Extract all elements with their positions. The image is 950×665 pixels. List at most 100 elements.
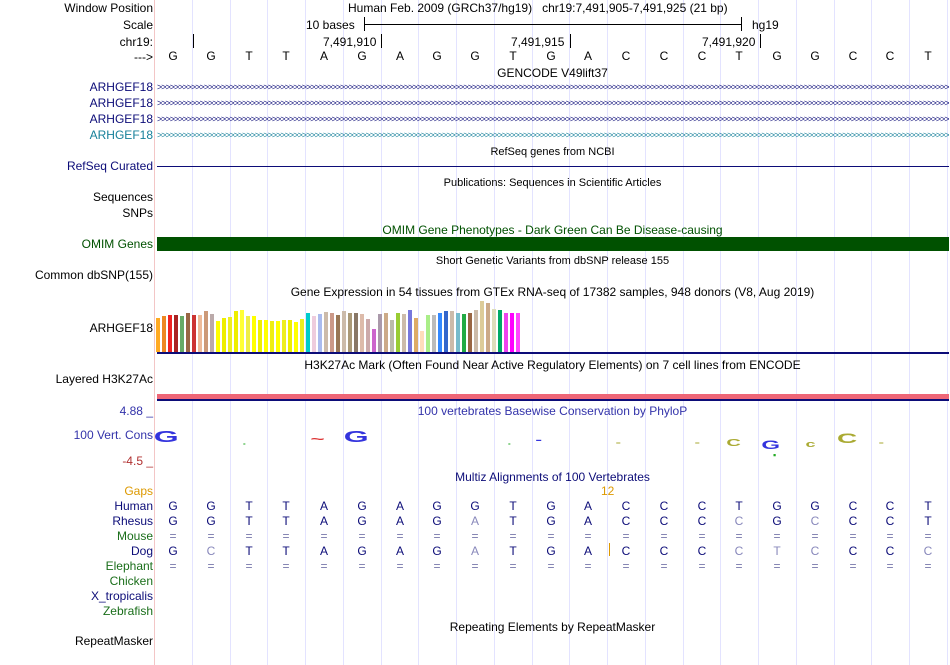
- gtex-tissue-bar[interactable]: [318, 314, 322, 352]
- rhesus-base: T: [245, 514, 253, 528]
- repeatmasker-label[interactable]: RepeatMasker: [74, 634, 153, 648]
- omim-phenotype-bar[interactable]: [157, 237, 949, 251]
- gtex-tissue-bar[interactable]: [402, 314, 406, 352]
- gtex-tissue-bar[interactable]: [228, 317, 232, 352]
- gtex-tissue-bar[interactable]: [420, 331, 424, 352]
- gtex-tissue-bar[interactable]: [510, 313, 514, 352]
- gtex-tissue-bar[interactable]: [390, 320, 394, 352]
- gtex-tissue-bar[interactable]: [372, 329, 376, 352]
- gtex-tissue-bar[interactable]: [504, 313, 508, 352]
- gtex-tissue-bar[interactable]: [276, 321, 280, 352]
- gtex-tissue-bar[interactable]: [498, 310, 502, 352]
- seq-base: A: [319, 49, 328, 63]
- gtex-tissue-bar[interactable]: [300, 319, 304, 352]
- publications-label-1[interactable]: Sequences: [92, 190, 153, 204]
- gencode-label-2[interactable]: ARHGEF18: [89, 96, 153, 110]
- gtex-tissue-bar[interactable]: [450, 311, 454, 352]
- phylop-label[interactable]: 100 Vert. Cons: [73, 428, 153, 442]
- gtex-tissue-bar[interactable]: [456, 313, 460, 352]
- gtex-tissue-bar[interactable]: [432, 315, 436, 352]
- gencode-label-4[interactable]: ARHGEF18: [89, 128, 153, 142]
- omim-label[interactable]: OMIM Genes: [81, 237, 153, 251]
- gencode-label-3[interactable]: ARHGEF18: [89, 112, 153, 126]
- gtex-tissue-bar[interactable]: [438, 313, 442, 352]
- gtex-tissue-bar[interactable]: [246, 316, 250, 352]
- gtex-tissue-bar[interactable]: [426, 315, 430, 352]
- gtex-tissue-bar[interactable]: [414, 318, 418, 352]
- gene-model-2[interactable]: >>>>>>>>>>>>>>>>>>>>>>>>>>>>>>>>>>>>>>>>…: [157, 99, 949, 108]
- gaps-label[interactable]: Gaps: [124, 484, 153, 498]
- gtex-tissue-bar[interactable]: [474, 310, 478, 352]
- gtex-tissue-bar[interactable]: [252, 316, 256, 352]
- gtex-tissue-bar[interactable]: [330, 313, 334, 352]
- gtex-tissue-bar[interactable]: [186, 313, 190, 352]
- gene-model-4[interactable]: >>>>>>>>>>>>>>>>>>>>>>>>>>>>>>>>>>>>>>>>…: [157, 131, 949, 140]
- gtex-tissue-bar[interactable]: [222, 318, 226, 352]
- h3k27ac-signal[interactable]: [157, 394, 949, 399]
- gtex-tissue-bar[interactable]: [258, 320, 262, 352]
- gtex-tissue-bar[interactable]: [174, 315, 178, 352]
- gtex-tissue-bar[interactable]: [336, 315, 340, 352]
- gtex-tissue-bar[interactable]: [408, 310, 412, 352]
- gtex-tissue-bar[interactable]: [264, 320, 268, 352]
- gtex-tissue-bar[interactable]: [306, 313, 310, 352]
- gene-model-1[interactable]: >>>>>>>>>>>>>>>>>>>>>>>>>>>>>>>>>>>>>>>>…: [157, 83, 949, 92]
- gtex-tissue-bar[interactable]: [192, 315, 196, 352]
- gtex-tissue-bar[interactable]: [444, 311, 448, 352]
- gtex-tissue-bar[interactable]: [180, 316, 184, 352]
- gtex-tissue-bar[interactable]: [492, 309, 496, 352]
- species-chicken[interactable]: Chicken: [109, 574, 153, 588]
- gtex-tissue-bar[interactable]: [288, 320, 292, 352]
- gtex-tissue-bar[interactable]: [270, 321, 274, 352]
- refseq-gene-line[interactable]: [157, 166, 949, 167]
- species-rhesus[interactable]: Rhesus: [112, 514, 153, 528]
- gtex-tissue-bar[interactable]: [360, 314, 364, 352]
- grid-line: [909, 0, 910, 665]
- species-zebrafish[interactable]: Zebrafish: [102, 604, 153, 618]
- seq-base: C: [621, 49, 631, 63]
- gtex-tissue-bar[interactable]: [294, 322, 298, 352]
- gtex-tissue-bar[interactable]: [324, 312, 328, 352]
- gtex-tissue-bar[interactable]: [210, 314, 214, 352]
- gtex-tissue-bar[interactable]: [354, 313, 358, 352]
- mouse-base: =: [698, 529, 706, 543]
- dbsnp-label[interactable]: Common dbSNP(155): [34, 268, 153, 282]
- gtex-tissue-bar[interactable]: [162, 316, 166, 352]
- publications-label-2[interactable]: SNPs: [122, 206, 153, 220]
- gtex-tissue-bar[interactable]: [198, 315, 202, 352]
- gtex-tissue-bar[interactable]: [486, 303, 490, 352]
- rhesus-base: C: [697, 514, 707, 528]
- elephant-base: =: [245, 559, 253, 573]
- gencode-label-1[interactable]: ARHGEF18: [89, 80, 153, 94]
- gtex-tissue-bar[interactable]: [240, 310, 244, 352]
- gtex-tissue-bar[interactable]: [516, 313, 520, 352]
- gtex-tissue-bar[interactable]: [396, 313, 400, 352]
- species-elephant[interactable]: Elephant: [105, 559, 153, 573]
- species-human[interactable]: Human: [114, 499, 153, 513]
- gtex-tissue-bar[interactable]: [384, 313, 388, 352]
- gtex-tissue-bar[interactable]: [156, 318, 160, 352]
- dog-base: C: [206, 544, 216, 558]
- gtex-tissue-bar[interactable]: [378, 314, 382, 352]
- h3k27ac-label[interactable]: Layered H3K27Ac: [55, 372, 153, 386]
- gtex-tissue-bar[interactable]: [480, 301, 484, 352]
- gtex-label[interactable]: ARHGEF18: [89, 321, 153, 335]
- species-xtropicalis[interactable]: X_tropicalis: [90, 589, 153, 603]
- gene-model-3[interactable]: >>>>>>>>>>>>>>>>>>>>>>>>>>>>>>>>>>>>>>>>…: [157, 115, 949, 124]
- gtex-tissue-bar[interactable]: [468, 313, 472, 352]
- gtex-tissue-bar[interactable]: [312, 316, 316, 352]
- gtex-tissue-bar[interactable]: [168, 315, 172, 352]
- gtex-tissue-bar[interactable]: [216, 321, 220, 352]
- gtex-tissue-bar[interactable]: [234, 311, 238, 352]
- species-mouse[interactable]: Mouse: [116, 529, 153, 543]
- gtex-tissue-bar[interactable]: [342, 311, 346, 352]
- phylop-min: -4.5 _: [122, 454, 153, 468]
- gtex-tissue-bar[interactable]: [282, 320, 286, 352]
- gtex-tissue-bar[interactable]: [204, 311, 208, 352]
- gtex-tissue-bar[interactable]: [462, 314, 466, 352]
- species-dog[interactable]: Dog: [130, 544, 153, 558]
- gtex-tissue-bar[interactable]: [348, 313, 352, 352]
- gtex-tissue-bar[interactable]: [366, 319, 370, 352]
- refseq-label[interactable]: RefSeq Curated: [66, 159, 153, 173]
